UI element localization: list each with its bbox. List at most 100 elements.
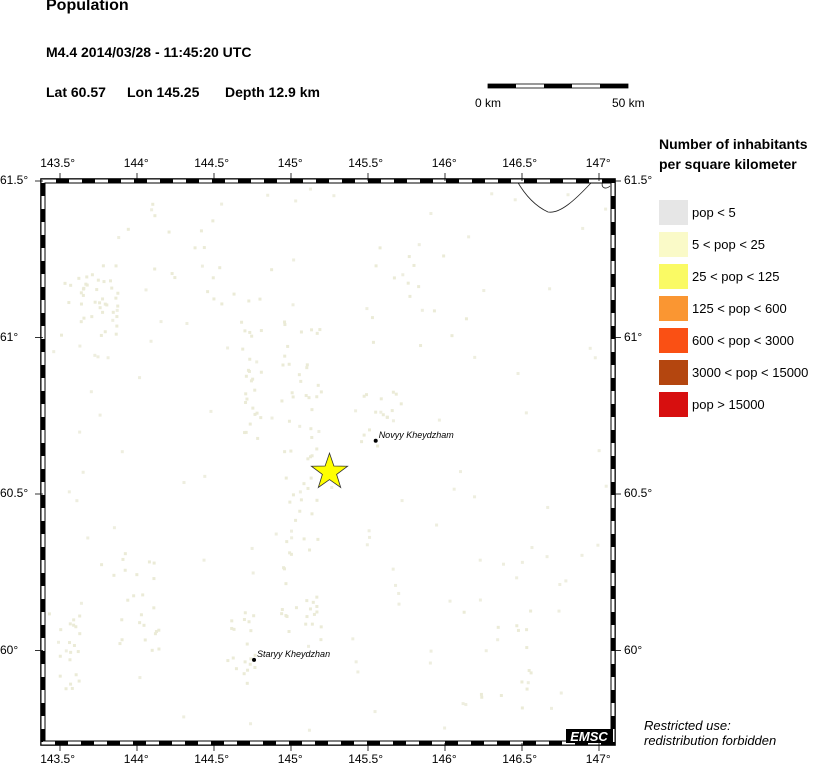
population-cell: [202, 246, 206, 250]
population-cell: [259, 329, 263, 333]
population-cell: [139, 613, 143, 617]
population-cell: [81, 470, 85, 474]
population-cell: [270, 416, 274, 420]
population-cell: [157, 628, 161, 632]
population-cell: [311, 600, 315, 604]
population-cell: [306, 486, 310, 490]
population-cell: [241, 347, 245, 351]
legend-swatch: [659, 328, 688, 353]
population-cell: [549, 706, 553, 710]
population-cell: [58, 654, 62, 658]
population-cell: [248, 330, 252, 334]
lat-tick-right: 60.5°: [624, 486, 653, 500]
population-cell: [283, 450, 287, 454]
population-cell: [123, 568, 127, 572]
population-cell: [255, 360, 259, 364]
population-cell: [203, 474, 207, 478]
population-cell: [101, 297, 105, 301]
population-cell: [525, 628, 529, 632]
population-cell: [289, 449, 293, 453]
population-cell: [379, 410, 383, 414]
population-cell: [397, 591, 401, 595]
legend-label: 3000 < pop < 15000: [692, 365, 809, 380]
population-cell: [112, 573, 116, 577]
population-cell: [302, 482, 306, 486]
population-cell: [114, 296, 118, 300]
lon-tick-top: 145.5°: [348, 156, 384, 170]
population-cell: [354, 409, 358, 413]
population-cell: [242, 618, 246, 622]
population-cell: [118, 642, 122, 646]
population-cell: [243, 660, 247, 664]
population-cell: [365, 393, 369, 397]
population-cell: [251, 377, 255, 381]
population-cell: [77, 276, 81, 280]
population-cell: [452, 487, 456, 491]
population-cell: [126, 598, 130, 602]
population-cell: [305, 363, 309, 367]
population-cell: [249, 629, 253, 633]
population-cell: [111, 318, 115, 322]
population-cell: [373, 710, 377, 714]
population-cell: [280, 608, 284, 612]
lat-tick-right: 61.5°: [624, 173, 653, 187]
population-cell: [390, 409, 394, 413]
legend-swatch: [659, 360, 688, 385]
population-cell: [68, 622, 72, 626]
population-cell: [443, 726, 447, 730]
population-cell: [515, 576, 519, 580]
population-cell: [100, 563, 104, 567]
population-cell: [247, 299, 251, 303]
population-cell: [126, 227, 130, 231]
population-cell: [74, 625, 78, 629]
population-cell: [317, 429, 321, 433]
population-cell: [115, 315, 119, 319]
population-cell: [109, 279, 113, 283]
population-cell: [499, 694, 503, 698]
population-cell: [152, 577, 156, 581]
population-cell: [420, 308, 424, 312]
population-cell: [307, 396, 311, 400]
population-cell: [68, 658, 72, 662]
population-cell: [315, 447, 319, 451]
population-cell: [245, 681, 249, 685]
population-cell: [253, 388, 257, 392]
depth: Depth 12.9 km: [225, 84, 320, 100]
population-cell: [480, 695, 484, 699]
population-cell: [199, 229, 203, 233]
population-cell: [473, 355, 477, 359]
population-cell: [138, 376, 142, 380]
population-cell: [153, 267, 157, 271]
population-cell: [365, 543, 369, 547]
population-cell: [310, 512, 314, 516]
population-cell: [232, 627, 236, 631]
population-cell: [310, 328, 314, 332]
event-summary: M4.4 2014/03/28 - 11:45:20 UTC: [46, 44, 252, 60]
population-cell: [138, 621, 142, 625]
population-cell: [243, 611, 247, 615]
population-cell: [319, 625, 323, 629]
population-cell: [248, 662, 252, 666]
population-cell: [154, 630, 158, 634]
population-cell: [249, 657, 253, 661]
population-cell: [211, 276, 215, 280]
place-label: Staryy Kheydzhan: [257, 649, 330, 659]
population-cell: [202, 558, 206, 562]
population-cell: [266, 193, 270, 197]
latitude: Lat 60.57: [46, 84, 106, 100]
population-cell: [116, 291, 120, 295]
population-cell: [218, 266, 222, 270]
population-cell: [580, 553, 584, 557]
lat-tick-left: 61.5°: [0, 173, 29, 187]
population-cell: [288, 551, 292, 555]
population-cell: [114, 332, 118, 336]
scale-end-label: 50 km: [612, 96, 645, 110]
population-cell: [310, 408, 314, 412]
population-cell: [112, 526, 116, 530]
population-cell: [96, 278, 100, 282]
population-cell: [258, 297, 262, 301]
population-cell: [354, 660, 358, 664]
population-cell: [502, 562, 506, 566]
population-cell: [173, 276, 177, 280]
population-cell: [242, 672, 246, 676]
